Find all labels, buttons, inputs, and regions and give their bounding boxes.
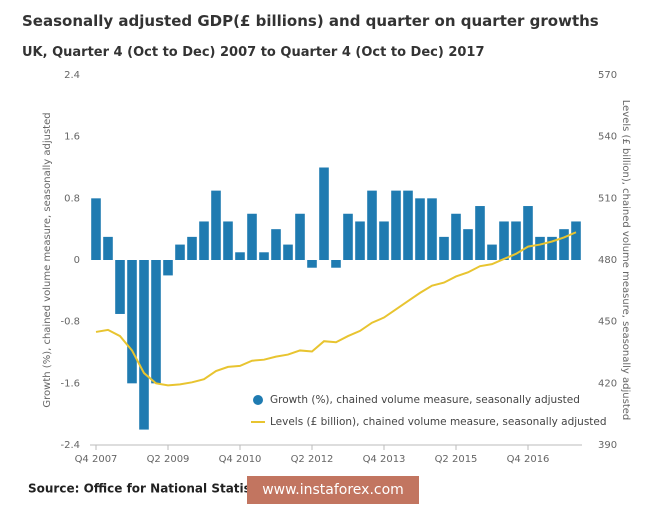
bar [103,236,113,260]
y2-tick-label: 570 [598,70,617,81]
y-tick-label: 0 [74,255,80,266]
line [95,231,577,387]
watermark-box [247,476,419,504]
bar [427,198,437,260]
bar [379,221,389,260]
bar [151,260,161,384]
y-tick-label: 1.6 [64,132,80,143]
bar [523,206,533,260]
bar [199,221,209,260]
bar [331,260,341,268]
y2-tick-label: 540 [598,132,617,143]
x-tick-label: Q4 2016 [507,454,550,465]
bar [139,260,149,430]
x-tick-label: Q4 2013 [363,454,406,465]
bar [535,236,545,260]
x-tick-label: Q4 2007 [75,454,118,465]
y-tick-label: 2.4 [64,70,80,81]
bar [391,190,401,260]
x-tick-label: Q2 2009 [147,454,190,465]
x-tick-label: Q4 2010 [219,454,262,465]
y2-tick-label: 510 [598,193,617,204]
bar [559,229,569,260]
bar [319,167,329,260]
bar [307,260,317,268]
y-axis-label: Growth (%), chained volume measure, seas… [42,112,53,407]
bar [487,244,497,260]
bar [511,221,521,260]
bar [115,260,125,314]
bar [283,244,293,260]
legend-label: Growth (%), chained volume measure, seas… [270,394,580,406]
y2-tick-label: 420 [598,378,617,389]
bar [499,221,509,260]
bar [355,221,365,260]
bar [235,252,245,260]
bar [403,190,413,260]
y-tick-label: -2.4 [60,440,80,451]
bar [295,213,305,260]
bar [451,213,461,260]
bar [175,244,185,260]
y-tick-label: 0.8 [64,193,80,204]
bar [463,229,473,260]
bar [271,229,281,260]
y-tick-label: -1.6 [60,378,80,389]
bar [223,221,233,260]
y2-tick-label: 390 [598,440,617,451]
bar [367,190,377,260]
bar [343,213,353,260]
y2-axis-label: Levels (£ billion), chained volume measu… [620,100,631,421]
y2-tick-label: 450 [598,317,617,328]
x-tick-label: Q2 2015 [435,454,478,465]
y-tick-label: -0.8 [60,317,80,328]
bar [475,206,485,260]
bar [259,252,269,260]
bar [91,198,101,260]
legend-label: Levels (£ billion), chained volume measu… [270,416,607,428]
x-tick-label: Q2 2012 [291,454,334,465]
y2-tick-label: 480 [598,255,617,266]
chart-title: Seasonally adjusted GDP(£ billions) and … [22,12,599,30]
source: Source: Office for National Statistics [28,482,275,496]
bar [163,260,173,276]
bar [571,221,581,260]
bar [439,236,449,260]
chart-subtitle: UK, Quarter 4 (Oct to Dec) 2007 to Quart… [22,45,485,60]
bar [247,213,257,260]
legend-swatch [253,395,263,405]
bar [127,260,137,384]
bar [415,198,425,260]
bar [187,236,197,260]
bar [547,236,557,260]
bar [211,190,221,260]
watermark: www.instaforex.com [262,482,404,498]
